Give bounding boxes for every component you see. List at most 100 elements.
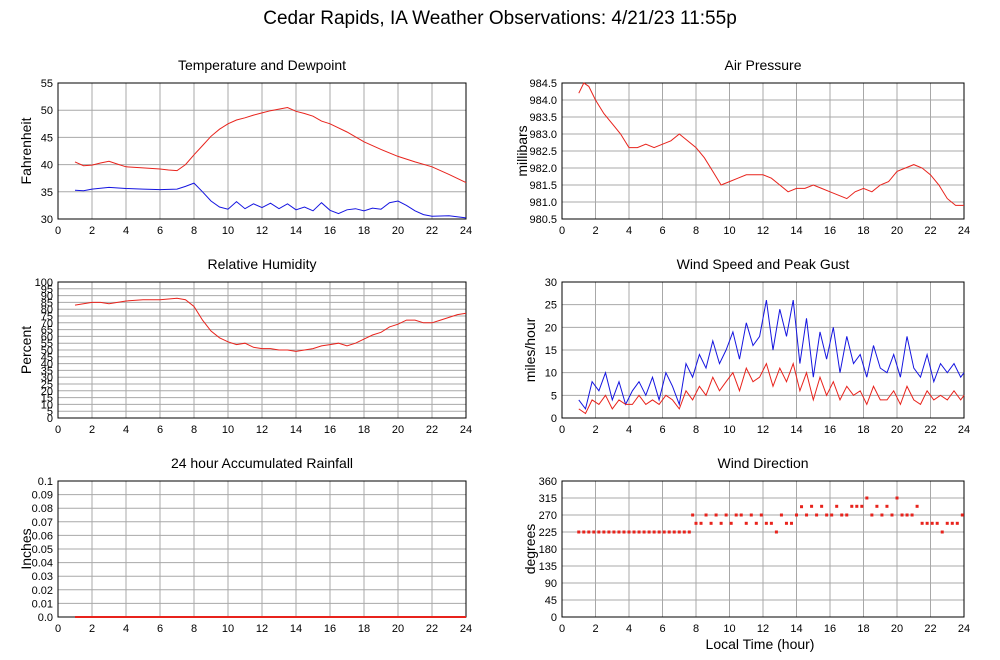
- wind-speed-gust-x-tick-label: 18: [857, 424, 869, 436]
- wind-direction-point: [940, 530, 944, 534]
- relative-humidity-y-tick-label: 65: [41, 325, 53, 337]
- wind-direction-point: [734, 513, 738, 517]
- wind-direction-point: [800, 505, 804, 509]
- wind-direction-point: [820, 504, 824, 508]
- wind-direction-point: [597, 530, 601, 534]
- air-pressure-x-tick-label: 4: [626, 225, 632, 237]
- accumulated-rainfall-y-tick-label: 0.08: [32, 503, 53, 515]
- relative-humidity-y-tick-label: 50: [41, 345, 53, 357]
- wind-direction-point: [835, 504, 839, 508]
- relative-humidity-panel: 2 4 6 8 10 12 14 16 18 20 22 2400510152025303540455…: [18, 256, 472, 436]
- wind-direction-point: [592, 530, 596, 534]
- wind-direction-point: [729, 521, 733, 525]
- air-pressure-y-tick-label: 980.5: [529, 214, 557, 226]
- accumulated-rainfall-x-tick-label: 10: [222, 623, 234, 635]
- wind-direction-y-axis-label: degrees: [522, 524, 538, 575]
- wind-direction-point: [627, 530, 631, 534]
- relative-humidity-y-tick-label: 70: [41, 318, 53, 330]
- temperature-dewpoint-y-tick-label: 30: [41, 214, 53, 226]
- wind-direction-point: [950, 521, 954, 525]
- relative-humidity-y-tick-label: 75: [41, 311, 53, 323]
- wind-direction-point: [789, 521, 793, 525]
- accumulated-rainfall-x-tick-label: 22: [426, 623, 438, 635]
- relative-humidity-x-tick-label: 18: [358, 424, 370, 436]
- wind-speed-gust-y-tick-label: 10: [545, 368, 557, 380]
- wind-speed-gust-x-tick-label: 8: [693, 424, 699, 436]
- x-axis-title: Local Time (hour): [705, 636, 815, 652]
- relative-humidity-y-tick-label: 100: [35, 277, 53, 289]
- wind-direction-panel: 2 4 6 8 10 12 14 16 18 20 22 2400459013518022527031…: [522, 455, 970, 635]
- wind-direction-point: [691, 513, 695, 517]
- wind-speed-gust-y-tick-label: 0: [551, 413, 557, 425]
- wind-direction-point: [900, 513, 904, 517]
- temperature-dewpoint-x-tick-label: 0: [55, 225, 61, 237]
- temperature-dewpoint-y-tick-label: 40: [41, 160, 53, 172]
- wind-direction-point: [662, 530, 666, 534]
- wind-direction-point: [764, 521, 768, 525]
- wind-direction-x-tick-label: 16: [824, 623, 836, 635]
- wind-direction-point: [577, 530, 581, 534]
- wind-direction-point: [642, 530, 646, 534]
- air-pressure-x-tick-label: 24: [958, 225, 970, 237]
- relative-humidity-y-tick-label: 60: [41, 331, 53, 343]
- air-pressure-frame: [561, 82, 965, 220]
- wind-direction-point: [682, 530, 686, 534]
- wind-direction-point: [754, 521, 758, 525]
- wind-direction-point: [895, 496, 899, 500]
- wind-direction-point: [647, 530, 651, 534]
- temperature-dewpoint-y-tick-label: 50: [41, 105, 53, 117]
- wind-direction-point: [850, 504, 854, 508]
- wind-direction-point: [637, 530, 641, 534]
- wind-speed-gust-y-tick-label: 20: [545, 322, 557, 334]
- relative-humidity-y-tick-label: 85: [41, 297, 53, 309]
- wind-direction-y-tick-label: 135: [539, 561, 557, 573]
- temperature-dewpoint-panel: 2 4 6 8 10 12 14 16 18 20 22 240303540455055Tempera…: [18, 57, 472, 237]
- wind-direction-point: [885, 504, 889, 508]
- air-pressure-x-tick-label: 0: [559, 225, 565, 237]
- wind-direction-point: [672, 530, 676, 534]
- wind-direction-point: [890, 513, 894, 517]
- wind-direction-x-tick-label: 8: [693, 623, 699, 635]
- wind-direction-point: [632, 530, 636, 534]
- wind-direction-point: [960, 513, 964, 517]
- accumulated-rainfall-x-tick-label: 6: [157, 623, 163, 635]
- wind-direction-point: [830, 513, 834, 517]
- relative-humidity-x-tick-label: 10: [222, 424, 234, 436]
- wind-direction-point: [915, 504, 919, 508]
- wind-direction-point: [622, 530, 626, 534]
- relative-humidity-y-tick-label: 90: [41, 291, 53, 303]
- wind-direction-title: Wind Direction: [717, 455, 808, 471]
- wind-direction-point: [795, 513, 798, 517]
- air-pressure-x-tick-label: 16: [824, 225, 836, 237]
- relative-humidity-y-tick-label: 0: [47, 413, 53, 425]
- relative-humidity-y-tick-label: 40: [41, 359, 53, 371]
- wind-direction-point: [704, 513, 708, 517]
- wind-direction-y-tick-label: 0: [551, 612, 557, 624]
- relative-humidity-x-tick-label: 14: [290, 424, 302, 436]
- wind-direction-point: [749, 513, 753, 517]
- relative-humidity-y-axis-label: Percent: [18, 326, 34, 374]
- wind-direction-point: [905, 513, 909, 517]
- wind-speed-gust-x-tick-label: 10: [723, 424, 735, 436]
- air-pressure-x-tick-label: 20: [891, 225, 903, 237]
- wind-direction-y-tick-label: 225: [539, 527, 557, 539]
- wind-direction-point: [840, 513, 844, 517]
- wind-direction-point: [602, 530, 606, 534]
- wind-direction-point: [719, 521, 723, 525]
- wind-speed-gust-x-tick-label: 4: [626, 424, 632, 436]
- air-pressure-y-tick-label: 983.0: [529, 129, 557, 141]
- wind-direction-x-tick-label: 18: [857, 623, 869, 635]
- accumulated-rainfall-x-tick-label: 0: [55, 623, 61, 635]
- wind-speed-gust-x-tick-label: 14: [790, 424, 802, 436]
- accumulated-rainfall-x-tick-label: 4: [123, 623, 129, 635]
- wind-direction-point: [865, 496, 869, 500]
- relative-humidity-y-tick-label: 55: [41, 338, 53, 350]
- relative-humidity-y-tick-label: 95: [41, 284, 53, 296]
- relative-humidity-frame: [57, 281, 467, 419]
- wind-speed-gust-title: Wind Speed and Peak Gust: [677, 256, 850, 272]
- temperature-dewpoint-x-tick-label: 24: [460, 225, 472, 237]
- wind-direction-y-tick-label: 315: [539, 493, 557, 505]
- wind-direction-point: [617, 530, 621, 534]
- wind-direction-point: [875, 504, 879, 508]
- wind-direction-point: [612, 530, 616, 534]
